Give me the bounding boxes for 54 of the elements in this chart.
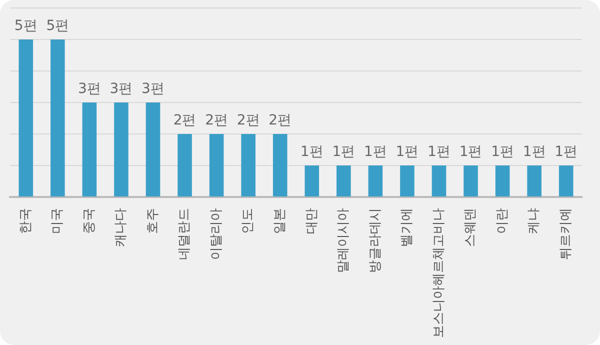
x-tick-label: 이란: [494, 208, 510, 234]
x-tick-label: 스웨덴: [463, 208, 478, 247]
data-label: 1편: [459, 144, 482, 160]
x-tick-label: 호주: [145, 208, 160, 234]
data-label: 2편: [236, 112, 260, 129]
data-label: 2편: [173, 112, 196, 129]
bar: [432, 166, 446, 196]
bar: [272, 134, 288, 196]
data-label: 5편: [14, 18, 38, 34]
x-tick-label: 벨기에: [400, 208, 415, 247]
data-label: 1편: [332, 144, 356, 160]
bar: [146, 102, 160, 196]
data-label: 1편: [300, 144, 324, 160]
bar: [18, 40, 34, 196]
x-tick-label: 미국: [50, 208, 66, 234]
bar: [304, 166, 320, 196]
x-tick-label: 네덜란드: [177, 208, 192, 260]
data-label: 1편: [396, 144, 419, 160]
bar: [82, 102, 97, 196]
bar: [495, 166, 510, 196]
bar: [178, 134, 192, 196]
data-label: 3편: [142, 81, 164, 98]
x-tick-label: 방글라데시: [368, 208, 383, 273]
x-tick-label: 인도: [240, 208, 256, 234]
data-label: 5편: [46, 18, 70, 34]
data-label: 1편: [522, 144, 546, 160]
x-tick-label: 대만: [304, 208, 320, 234]
bar: [558, 166, 574, 196]
data-label: 2편: [205, 112, 228, 129]
data-label: 1편: [364, 144, 387, 160]
x-tick-label: 한국: [18, 208, 34, 234]
x-tick-label: 보스니아헤르체고비나: [431, 208, 446, 338]
x-tick-label: 캐나다: [114, 208, 129, 247]
data-label: 1편: [491, 144, 514, 160]
bar: [400, 166, 414, 196]
bar: [241, 134, 256, 196]
bar: [527, 166, 542, 196]
x-tick-label: 중국: [82, 208, 97, 234]
bar: [114, 102, 128, 196]
data-label: 1편: [554, 144, 578, 160]
data-label: 1편: [428, 144, 450, 160]
bar: [209, 134, 224, 196]
bar: [368, 166, 383, 196]
x-tick-label: 일본: [272, 208, 288, 234]
x-tick-label: 이탈리아: [208, 208, 224, 260]
bar: [464, 166, 478, 196]
x-tick-label: 말레이시아: [336, 208, 352, 273]
x-tick-label: 케냐: [526, 208, 542, 234]
bar: [50, 40, 65, 196]
data-label: 3편: [78, 81, 101, 98]
data-label: 3편: [110, 81, 133, 98]
bar: [336, 166, 351, 196]
x-tick-label: 튀르키예: [558, 208, 574, 260]
data-label: 2편: [268, 112, 292, 129]
